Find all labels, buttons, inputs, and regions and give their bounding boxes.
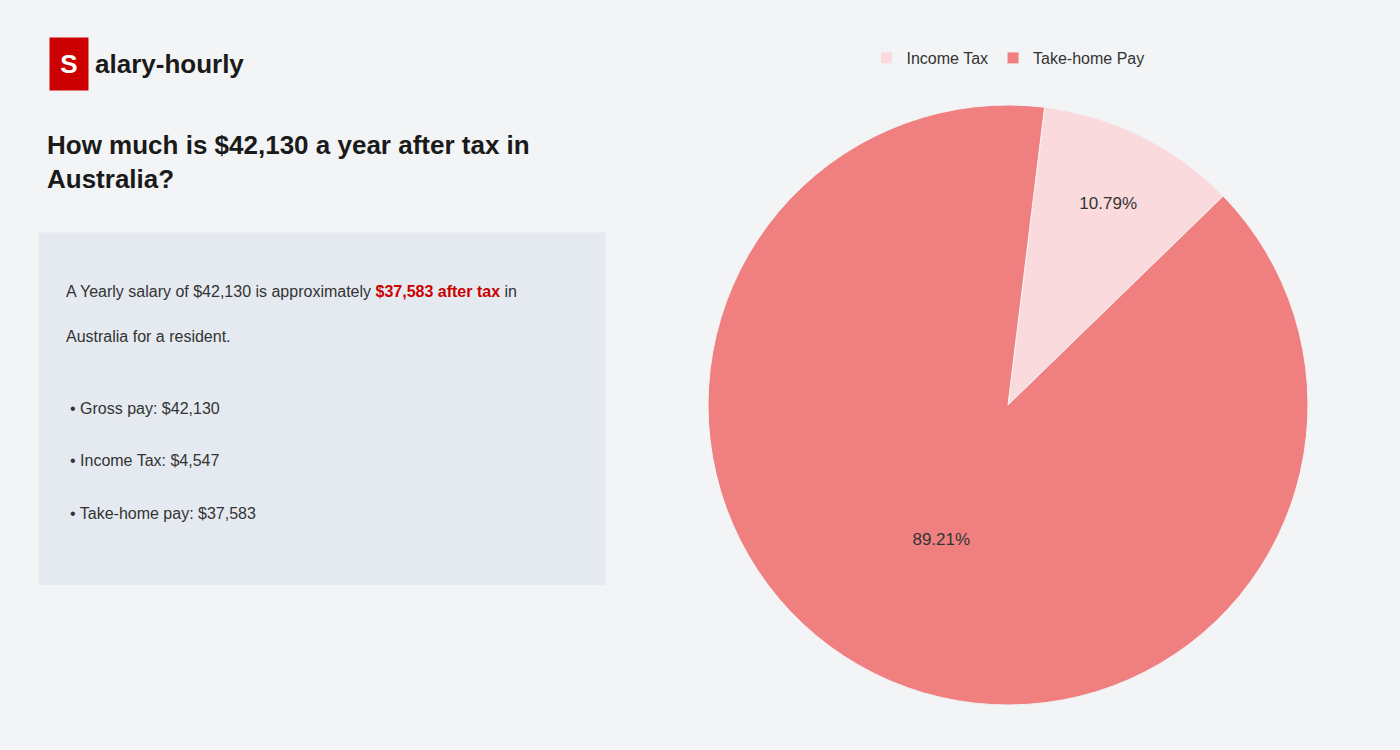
svg-text:How much is $42,130 a year aft: How much is $42,130 a year after tax inA… [47,130,530,194]
svg-text:S: S [60,49,77,79]
svg-text:Income Tax: Income Tax [907,50,989,67]
svg-text:89.21%: 89.21% [912,530,970,549]
svg-text:Take-home Pay: Take-home Pay [1033,50,1144,67]
svg-text:• Take-home pay: $37,583: • Take-home pay: $37,583 [70,505,256,522]
svg-text:10.79%: 10.79% [1079,194,1137,213]
svg-text:Australia for a resident.: Australia for a resident. [66,328,231,345]
svg-text:• Income Tax: $4,547: • Income Tax: $4,547 [70,452,220,469]
svg-text:alary-hourly: alary-hourly [95,49,244,79]
svg-text:A Yearly salary of $42,130 is: A Yearly salary of $42,130 is approximat… [66,283,517,300]
svg-text:• Gross pay: $42,130: • Gross pay: $42,130 [70,400,220,417]
